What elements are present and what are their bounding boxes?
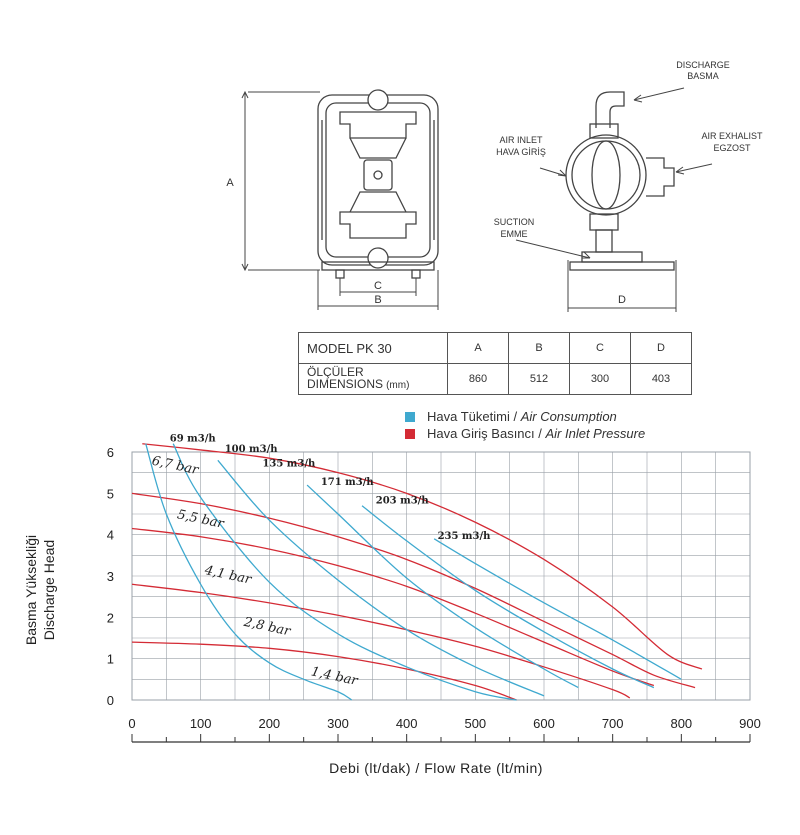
x-tick-label: 700 [602, 716, 624, 731]
legend-item-air-consumption: Hava Tüketimi / Air Consumption [405, 408, 645, 425]
pressure-label: 2,8 bar [241, 615, 292, 640]
air-consumption-curves [145, 443, 682, 701]
dimensions-label: ÖLÇÜLER DIMENSIONS (mm) [298, 363, 448, 395]
pressure-curve-1 [131, 492, 696, 689]
y-tick-label: 2 [107, 610, 114, 625]
dimensions-label-en: DIMENSIONS [307, 377, 384, 391]
discharge-label-en: DISCHARGE [676, 60, 730, 70]
y-tick-label: 1 [107, 652, 114, 667]
dim-d-label: D [618, 294, 626, 306]
column-d-header: D [630, 332, 692, 364]
air-inlet-label-tr: HAVA GİRİŞ [496, 147, 546, 157]
value-a: 860 [447, 363, 509, 395]
y-tick-label: 6 [107, 445, 114, 460]
pump-dimension-drawing: A C B D DISCHARGE BASMA AIR INLET HAVA G… [226, 60, 763, 312]
y-tick-label: 4 [107, 528, 114, 543]
pump-dimension-lines [241, 90, 677, 312]
dim-a-label: A [226, 177, 234, 189]
x-tick-label: 200 [258, 716, 280, 731]
dim-b-label: B [374, 294, 381, 306]
air-consumption-curve-3 [306, 484, 579, 689]
air-inlet-label-en: AIR INLET [499, 135, 543, 145]
flow-label: 235 m3/h [438, 531, 492, 542]
air-consumption-curve-5 [433, 538, 682, 680]
y-tick-label: 3 [107, 569, 114, 584]
pressure-curve-4 [131, 641, 517, 701]
table-row: MODEL PK 30 A B C D [298, 332, 692, 364]
value-b: 512 [508, 363, 570, 395]
chart-legend: Hava Tüketimi / Air Consumption Hava Gir… [405, 408, 645, 442]
x-axis-title: Debi (lt/dak) / Flow Rate (lt/min) [329, 760, 543, 776]
air-consumption-curve-2 [217, 459, 545, 697]
pressure-label: 1,4 bar [310, 664, 360, 689]
x-tick-label: 0 [128, 716, 135, 731]
x-tick-label: 800 [670, 716, 692, 731]
x-tick-label: 500 [464, 716, 486, 731]
air-consumption-curve-1 [172, 443, 517, 701]
pump-side-view [565, 91, 675, 271]
y-axis: 0 1 2 3 4 5 6 [107, 445, 114, 708]
air-exhaust-label-tr: EGZOST [713, 143, 751, 153]
air-pressure-swatch [405, 428, 415, 439]
x-axis: 0 100 200 300 400 500 600 700 800 900 [128, 716, 761, 743]
air-consumption-curve-0 [145, 443, 353, 701]
dimensions-label-tr: ÖLÇÜLER [307, 365, 364, 379]
y-axis-title-tr: Basma Yüksekliği [23, 535, 39, 645]
legend-item-air-pressure: Hava Giriş Basıncı / Air Inlet Pressure [405, 425, 645, 442]
pump-front-view [317, 89, 439, 279]
flow-label: 135 m3/h [262, 458, 316, 469]
value-c: 300 [569, 363, 631, 395]
suction-label-tr: EMME [501, 229, 528, 239]
dimensions-table: MODEL PK 30 A B C D ÖLÇÜLER DIMENSIONS (… [298, 332, 692, 395]
legend-pressure-tr: Hava Giriş Basıncı / [427, 426, 546, 441]
flow-label: 171 m3/h [321, 477, 375, 488]
air-exhaust-label-en: AIR EXHALIST [701, 131, 763, 141]
x-tick-label: 100 [190, 716, 212, 731]
pressure-curve-3 [131, 583, 631, 699]
y-axis-title-en: Discharge Head [41, 540, 57, 640]
y-tick-label: 5 [107, 486, 114, 501]
suction-label-en: SUCTION [494, 217, 535, 227]
discharge-label-tr: BASMA [687, 71, 719, 81]
pressure-curve-2 [131, 527, 655, 687]
pressure-curve-0 [142, 443, 703, 670]
pressure-label: 4,1 bar [202, 563, 253, 588]
callout-arrows [515, 87, 713, 259]
air-consumption-curve-4 [361, 505, 655, 689]
legend-pressure-en: Air Inlet Pressure [545, 426, 646, 441]
air-consumption-swatch [405, 411, 415, 422]
pressure-label: 6,7 bar [150, 454, 200, 479]
x-tick-label: 300 [327, 716, 349, 731]
dimensions-unit: (mm) [386, 380, 410, 391]
legend-air-en: Air Consumption [520, 409, 617, 424]
x-tick-label: 400 [396, 716, 418, 731]
column-a-header: A [447, 332, 509, 364]
flow-label: 100 m3/h [225, 444, 279, 455]
y-tick-label: 0 [107, 693, 114, 708]
column-c-header: C [569, 332, 631, 364]
model-label: MODEL PK 30 [298, 332, 448, 364]
flow-label: 69 m3/h [170, 434, 217, 445]
flow-label: 203 m3/h [376, 496, 430, 507]
dim-c-label: C [374, 280, 382, 292]
value-d: 403 [630, 363, 692, 395]
table-row: ÖLÇÜLER DIMENSIONS (mm) 860 512 300 403 [298, 363, 692, 395]
x-tick-label: 900 [739, 716, 761, 731]
column-b-header: B [508, 332, 570, 364]
x-tick-label: 600 [533, 716, 555, 731]
legend-air-tr: Hava Tüketimi / [427, 409, 521, 424]
